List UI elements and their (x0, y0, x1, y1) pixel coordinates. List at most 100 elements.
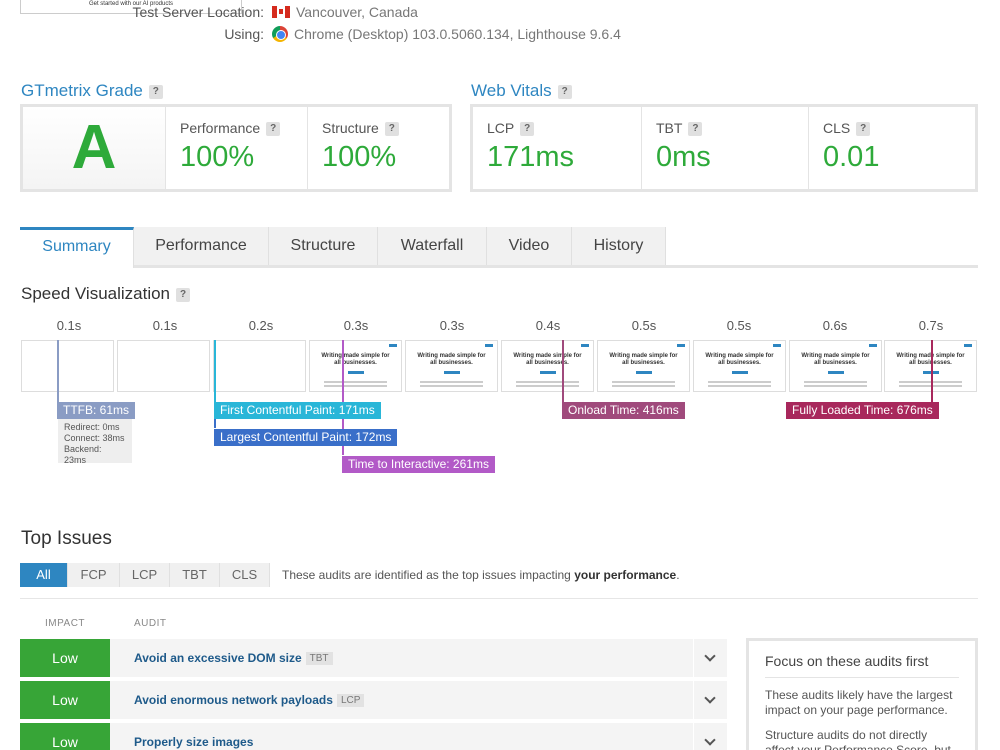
expand-button[interactable] (693, 723, 727, 750)
help-icon[interactable]: ? (856, 122, 871, 137)
grade-letter: A (23, 107, 165, 189)
frame-mini-line (516, 381, 579, 383)
frame-mini-bar (636, 371, 652, 374)
web-vitals-panel: LCP? 171ms TBT? 0ms CLS? 0.01 (470, 104, 978, 192)
expand-button[interactable] (693, 639, 727, 677)
lcp-cell: LCP? 171ms (473, 107, 641, 189)
frame-title: Writing made simple for all businesses. (705, 353, 774, 366)
frame-mini-line (420, 385, 483, 387)
help-icon[interactable]: ? (266, 122, 281, 137)
frame-mini-button (581, 344, 589, 347)
help-icon[interactable]: ? (384, 122, 399, 137)
speed-visualization-title-text: Speed Visualization (21, 284, 171, 303)
filter-fcp[interactable]: FCP (68, 563, 120, 587)
frame-mini-line (899, 385, 962, 387)
frame-mini-line (324, 381, 387, 383)
frame-mini-button (773, 344, 781, 347)
filmstrip-frame[interactable]: Writing made simple for all businesses. (789, 340, 882, 392)
performance-cell: Performance? 100% (165, 107, 307, 189)
frame-mini-line (612, 385, 675, 387)
audit-row[interactable]: Low Avoid an excessive DOM size TBT (20, 639, 727, 677)
frame-title: Writing made simple for all businesses. (321, 353, 390, 366)
performance-value: 100% (180, 141, 255, 173)
frame-mini-line (516, 385, 579, 387)
frame-mini-line (804, 385, 867, 387)
cls-label: CLS (823, 120, 851, 136)
issues-divider (20, 598, 978, 599)
audit-row[interactable]: Low Avoid enormous network payloads LCP (20, 681, 727, 719)
filter-description: These audits are identified as the top i… (282, 568, 680, 582)
page-thumbnail: Get started with our AI products (20, 0, 242, 14)
structure-cell: Structure? 100% (307, 107, 449, 189)
filmstrip-frame[interactable]: Writing made simple for all businesses. (597, 340, 690, 392)
filter-description-prefix: These audits are identified as the top i… (282, 568, 571, 582)
tbt-value: 0ms (656, 141, 711, 173)
help-icon[interactable]: ? (557, 84, 572, 99)
grade-panel: A Performance? 100% Structure? 100% (20, 104, 452, 192)
report-tabs: Summary Performance Structure Waterfall … (20, 227, 978, 268)
tab-video[interactable]: Video (487, 227, 572, 265)
onload-tag: Onload Time: 416ms (562, 402, 685, 419)
audit-column-header: AUDIT (134, 618, 167, 629)
frame-mini-bar (828, 371, 844, 374)
tab-waterfall[interactable]: Waterfall (378, 227, 487, 265)
impact-badge: Low (20, 681, 110, 719)
tab-summary[interactable]: Summary (20, 227, 134, 268)
fcp-tag: First Contentful Paint: 171ms (214, 402, 381, 419)
lcp-label: LCP (487, 120, 515, 136)
chevron-down-icon (704, 692, 716, 704)
audit-name[interactable]: Avoid an excessive DOM size (134, 651, 302, 665)
tab-history[interactable]: History (572, 227, 666, 265)
expand-button[interactable] (693, 681, 727, 719)
browser-value: Chrome (Desktop) 103.0.5060.134, Lightho… (294, 26, 621, 42)
help-icon[interactable]: ? (148, 84, 163, 99)
frame-time-label: 0.4s (535, 318, 561, 333)
audit-name[interactable]: Avoid enormous network payloads (134, 693, 333, 707)
filter-cls[interactable]: CLS (220, 563, 270, 587)
fcp-marker-line (214, 340, 216, 402)
filmstrip-frame[interactable]: Writing made simple for all businesses. (405, 340, 498, 392)
chevron-down-icon (704, 650, 716, 662)
filmstrip-frame[interactable] (21, 340, 114, 392)
frame-mini-button (869, 344, 877, 347)
filter-description-bold: your performance (574, 568, 677, 582)
frame-title: Writing made simple for all businesses. (609, 353, 678, 366)
filter-tbt[interactable]: TBT (170, 563, 220, 587)
help-icon[interactable]: ? (688, 122, 703, 137)
tab-structure[interactable]: Structure (269, 227, 378, 265)
browser-row: Using: Chrome (Desktop) 103.0.5060.134, L… (132, 26, 621, 42)
tab-performance[interactable]: Performance (134, 227, 269, 265)
filter-lcp[interactable]: LCP (120, 563, 170, 587)
frame-mini-line (708, 381, 771, 383)
frame-mini-bar (348, 371, 364, 374)
server-location-row: Test Server Location: Vancouver, Canada (132, 4, 417, 20)
frame-time-label: 0.2s (248, 318, 274, 333)
filmstrip-frame[interactable] (117, 340, 210, 392)
chrome-icon (272, 26, 288, 42)
cls-cell: CLS? 0.01 (808, 107, 975, 189)
help-icon[interactable]: ? (176, 287, 191, 302)
web-vitals-title-text: Web Vitals (471, 81, 552, 100)
filmstrip-frame[interactable]: Writing made simple for all businesses. (884, 340, 977, 392)
frame-time-label: 0.5s (631, 318, 657, 333)
filmstrip-frame[interactable]: Writing made simple for all businesses. (501, 340, 594, 392)
audit-row[interactable]: Low Properly size images (20, 723, 727, 750)
frame-title: Writing made simple for all businesses. (417, 353, 486, 366)
gtmetrix-grade-title-text: GTmetrix Grade (21, 81, 143, 100)
audit-metric-tag: LCP (336, 694, 365, 707)
help-icon[interactable]: ? (520, 122, 535, 137)
chevron-down-icon (704, 734, 716, 746)
frame-mini-line (804, 381, 867, 383)
filmstrip-frame[interactable] (213, 340, 306, 392)
filmstrip-frame[interactable]: Writing made simple for all businesses. (309, 340, 402, 392)
ttfb-backend: Backend: 23ms (64, 444, 102, 465)
frame-time-label: 0.1s (152, 318, 178, 333)
filter-all[interactable]: All (20, 563, 68, 587)
audit-name[interactable]: Properly size images (134, 735, 254, 749)
filmstrip-frame[interactable]: Writing made simple for all businesses. (693, 340, 786, 392)
audit-metric-tag: TBT (305, 652, 333, 665)
frame-time-label: 0.6s (822, 318, 848, 333)
frame-mini-line (612, 381, 675, 383)
cls-value: 0.01 (823, 141, 880, 173)
ttfb-breakdown: Redirect: 0ms Connect: 38ms Backend: 23m… (58, 419, 132, 465)
